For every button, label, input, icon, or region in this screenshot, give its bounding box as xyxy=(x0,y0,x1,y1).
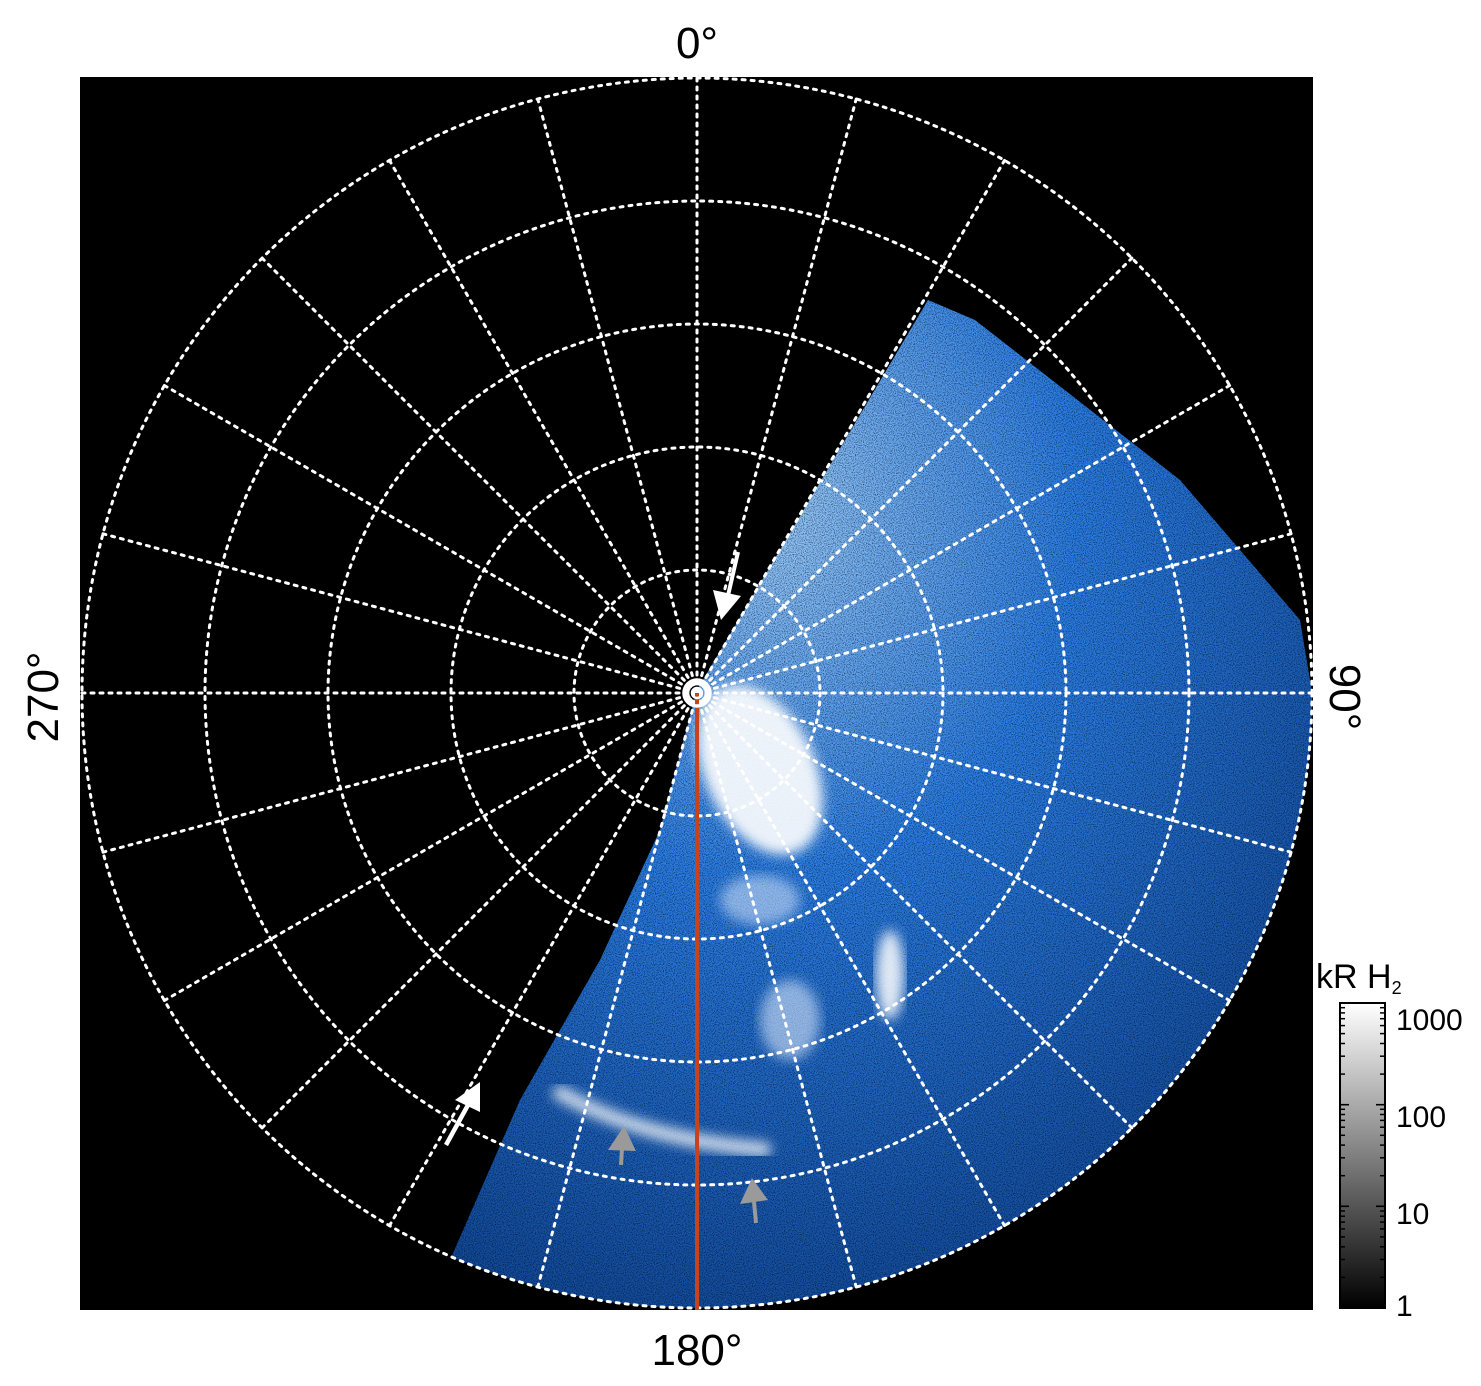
colorbar-tick-label-10: 10 xyxy=(1396,1198,1429,1231)
colorbar-tick-marks xyxy=(1340,1002,1385,1309)
bright-arc-south xyxy=(551,1083,771,1157)
longitude-meridian xyxy=(101,691,699,854)
longitude-meridian xyxy=(695,691,1232,1002)
longitude-meridian xyxy=(536,97,699,695)
arrow-grey-left xyxy=(608,1126,636,1166)
emission-noise xyxy=(450,300,1312,1308)
colorbar-gradient xyxy=(1339,1002,1386,1309)
longitude-meridian xyxy=(695,691,1293,854)
arrow-white-center xyxy=(713,551,741,620)
longitude-meridian xyxy=(695,691,1134,1130)
longitude-meridian xyxy=(695,691,858,1289)
colorbar-tick-label-1000: 1000 xyxy=(1396,1004,1463,1037)
longitude-meridian xyxy=(388,158,699,695)
emission-region xyxy=(450,300,1312,1308)
colorbar: kR H2 1000 100 10 1 xyxy=(1316,958,1463,1323)
colorbar-tick-label-1: 1 xyxy=(1396,1290,1413,1323)
colorbar-tick-label-100: 100 xyxy=(1396,1101,1446,1134)
arrow-grey-right xyxy=(740,1178,768,1224)
label-0-degrees: 0° xyxy=(676,19,718,68)
longitude-meridian xyxy=(695,158,1006,695)
label-90-degrees: 90° xyxy=(1320,664,1369,731)
longitude-meridian xyxy=(695,384,1232,695)
longitude-meridian xyxy=(695,691,1006,1228)
bright-arc-east xyxy=(876,930,904,1020)
arrow-white-lower-left xyxy=(444,1082,480,1147)
bright-patch-central xyxy=(760,980,820,1060)
pole-marker-inner xyxy=(690,686,704,700)
longitude-meridian xyxy=(260,256,699,695)
longitude-meridian xyxy=(536,691,699,1289)
label-180-degrees: 180° xyxy=(651,1326,742,1375)
longitude-meridian xyxy=(162,384,699,695)
longitude-meridian xyxy=(260,691,699,1130)
longitude-meridian xyxy=(388,691,699,1228)
label-270-degrees: 270° xyxy=(19,651,68,742)
longitude-meridian xyxy=(162,691,699,1002)
longitude-meridian xyxy=(695,532,1293,695)
bright-patch-mid xyxy=(720,875,800,925)
longitude-meridian xyxy=(101,532,699,695)
colorbar-title: kR H2 xyxy=(1316,958,1402,998)
pole-marker-outer xyxy=(682,678,712,708)
longitude-meridian xyxy=(695,256,1134,695)
